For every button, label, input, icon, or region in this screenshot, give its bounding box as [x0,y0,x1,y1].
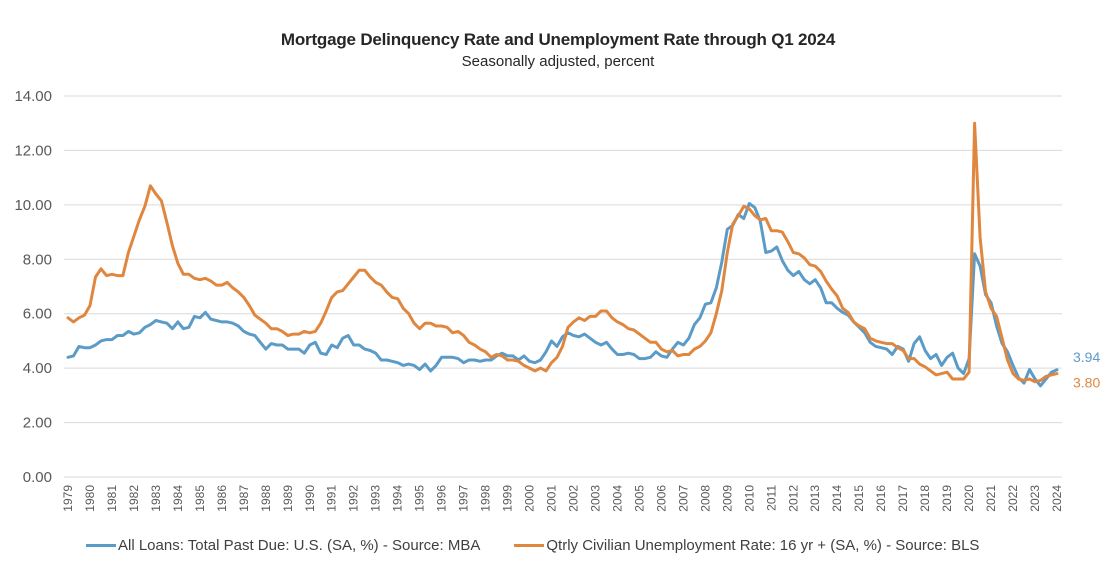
gridlines [64,95,1062,478]
x-tick-label: 2008 [698,485,712,512]
x-tick-label: 2009 [720,485,734,512]
x-tick-label: 2000 [523,485,537,512]
series-line-delinquency [66,202,1059,388]
x-tick-label: 2005 [632,485,646,512]
x-tick-label: 1995 [413,485,427,512]
x-tick-label: 1984 [171,485,185,512]
x-axis: 1979 1980 1981 1982 1983 1984 1985 1986 1987 1988… [61,485,1064,512]
series-lines [66,121,1059,388]
x-tick-label: 2014 [830,485,844,512]
x-tick-label: 2023 [1028,485,1042,512]
y-tick-label: 8.00 [23,251,52,268]
x-tick-label: 1987 [237,485,251,512]
y-tick-label: 6.00 [23,306,52,323]
y-tick-label: 0.00 [23,469,52,486]
x-tick-label: 2017 [896,485,910,512]
x-tick-label: 1979 [61,485,75,512]
end-labels: 3.94 3.80 [1073,349,1100,391]
y-tick-label: 4.00 [23,360,52,377]
x-tick-label: 1992 [347,485,361,512]
y-axis: 0.00 2.00 4.00 6.00 8.00 10.00 12.00 14.00 [14,88,52,486]
x-tick-label: 1981 [105,485,119,512]
legend-label-unemployment: Qtrly Civilian Unemployment Rate: 16 yr … [546,537,980,554]
x-tick-label: 1988 [259,485,273,512]
x-tick-label: 1982 [127,485,141,512]
series-line-unemployment [66,121,1059,384]
chart-title: Mortgage Delinquency Rate and Unemployme… [280,30,836,49]
x-tick-label: 1999 [501,485,515,512]
x-tick-label: 2024 [1050,485,1064,512]
x-tick-label: 1991 [325,485,339,512]
x-tick-label: 2015 [852,485,866,512]
x-tick-label: 1996 [435,485,449,512]
x-tick-label: 1983 [149,485,163,512]
y-tick-label: 12.00 [14,142,52,159]
x-tick-label: 2018 [918,485,932,512]
x-tick-label: 2020 [962,485,976,512]
x-tick-label: 2016 [874,485,888,512]
x-tick-label: 1990 [303,485,317,512]
end-label-unemployment: 3.80 [1073,375,1100,391]
x-tick-label: 1997 [457,485,471,512]
chart-subtitle: Seasonally adjusted, percent [461,53,655,70]
legend-item-delinquency: All Loans: Total Past Due: U.S. (SA, %) … [86,537,480,554]
legend-item-unemployment: Qtrly Civilian Unemployment Rate: 16 yr … [514,537,979,554]
y-tick-label: 2.00 [23,415,52,432]
x-tick-label: 1993 [369,485,383,512]
end-label-delinquency: 3.94 [1073,349,1100,365]
x-tick-label: 2007 [676,485,690,512]
x-tick-label: 2001 [545,485,559,512]
x-tick-label: 2013 [808,485,822,512]
x-tick-label: 2012 [786,485,800,512]
x-tick-label: 1985 [193,485,207,512]
x-tick-label: 2022 [1006,485,1020,512]
x-tick-label: 2019 [940,485,954,512]
x-tick-label: 2003 [588,485,602,512]
x-tick-label: 1994 [391,485,405,512]
y-tick-label: 10.00 [14,197,52,214]
x-tick-label: 2002 [566,485,580,512]
legend-swatch-unemployment [514,544,545,547]
x-tick-label: 1980 [83,485,97,512]
x-tick-label: 1989 [281,485,295,512]
legend-label-delinquency: All Loans: Total Past Due: U.S. (SA, %) … [118,537,481,554]
x-tick-label: 2021 [984,485,998,512]
legend: All Loans: Total Past Due: U.S. (SA, %) … [86,537,979,554]
legend-swatch-delinquency [86,544,116,547]
y-tick-label: 14.00 [14,88,52,105]
x-tick-label: 2004 [610,485,624,512]
x-tick-label: 1998 [479,485,493,512]
x-tick-label: 2006 [654,485,668,512]
x-tick-label: 2011 [764,485,778,511]
x-tick-label: 1986 [215,485,229,512]
x-tick-label: 2010 [742,485,756,512]
